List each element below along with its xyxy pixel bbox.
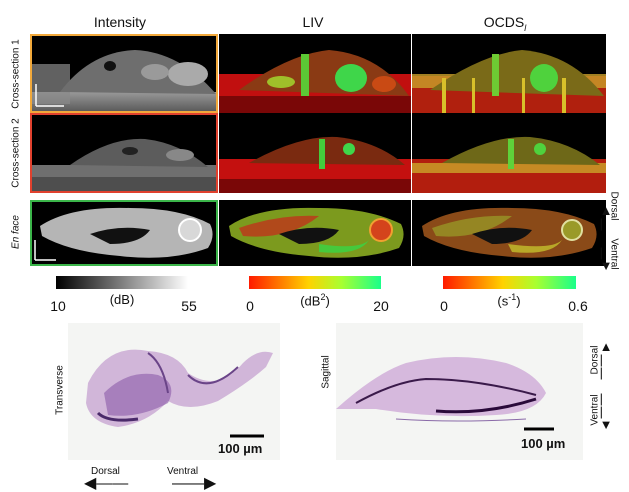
intensity-en-face-image bbox=[30, 200, 218, 266]
histology-sagittal-label: Sagittal bbox=[320, 355, 332, 389]
intensity-colorbar-unit: (dB) bbox=[109, 292, 135, 307]
ocds-title-subscript: l bbox=[524, 22, 527, 33]
liv-colorbar-max: 20 bbox=[373, 298, 389, 314]
sagittal-scale-bar-label: 100 µm bbox=[521, 436, 566, 451]
row-label-cross-section-2: Cross-section 2 bbox=[10, 118, 22, 188]
column-title-ocds: OCDSl bbox=[410, 14, 600, 33]
ocds-colorbar bbox=[443, 276, 576, 289]
ocds-unit-base: (s bbox=[497, 293, 509, 309]
liv-colorbar-min: 0 bbox=[246, 298, 254, 314]
column-title-intensity: Intensity bbox=[93, 14, 147, 30]
bottom-dorsal-label: Dorsal bbox=[91, 466, 120, 477]
liv-colorbar bbox=[249, 276, 381, 289]
arrow-down-icon: | ▼ bbox=[599, 245, 613, 273]
liv-cross-section-1-image bbox=[219, 34, 411, 113]
arrow-up-icon: ▲ | bbox=[599, 203, 613, 231]
liv-unit-base: (dB bbox=[300, 293, 321, 309]
liv-unit-sup: 2 bbox=[320, 292, 326, 302]
ocds-title-text: OCDS bbox=[483, 14, 525, 30]
intensity-cross-section-2-image bbox=[30, 113, 218, 193]
sagittal-arrow-up-icon: ▲ | | bbox=[599, 339, 613, 380]
intensity-colorbar bbox=[56, 276, 188, 289]
arrow-left-icon: ◀—— bbox=[84, 475, 129, 492]
liv-unit-close: ) bbox=[325, 293, 330, 309]
transverse-scale-bar-label: 100 µm bbox=[218, 441, 263, 456]
row-label-en-face: En face bbox=[10, 215, 22, 249]
row-label-cross-section-1: Cross-section 1 bbox=[10, 39, 22, 109]
histology-sagittal-image bbox=[336, 323, 583, 460]
intensity-colorbar-max: 55 bbox=[181, 298, 197, 314]
ocds-colorbar-max: 0.6 bbox=[568, 298, 588, 314]
ocds-colorbar-min: 0 bbox=[440, 298, 448, 314]
liv-colorbar-unit: (dB2) bbox=[300, 292, 330, 308]
arrow-right-icon: ——▶ bbox=[172, 475, 217, 492]
ocds-unit-sup: -1 bbox=[508, 292, 517, 302]
column-title-liv: LIV bbox=[302, 14, 324, 30]
intensity-colorbar-min: 10 bbox=[50, 298, 66, 314]
bottom-ventral-label: Ventral bbox=[167, 466, 199, 477]
sagittal-arrow-down-icon: | | ▼ bbox=[599, 391, 613, 432]
histology-transverse-label: Transverse bbox=[54, 365, 66, 415]
ocds-cross-section-2-image bbox=[412, 113, 606, 193]
ocds-unit-close: ) bbox=[516, 293, 521, 309]
ocds-en-face-image bbox=[412, 200, 606, 266]
ocds-cross-section-1-image bbox=[412, 34, 606, 113]
intensity-cross-section-1-image bbox=[30, 34, 218, 113]
ocds-colorbar-unit: (s-1) bbox=[497, 292, 520, 308]
liv-en-face-image bbox=[219, 200, 411, 266]
liv-cross-section-2-image bbox=[219, 113, 411, 193]
histology-transverse-image bbox=[68, 323, 280, 460]
